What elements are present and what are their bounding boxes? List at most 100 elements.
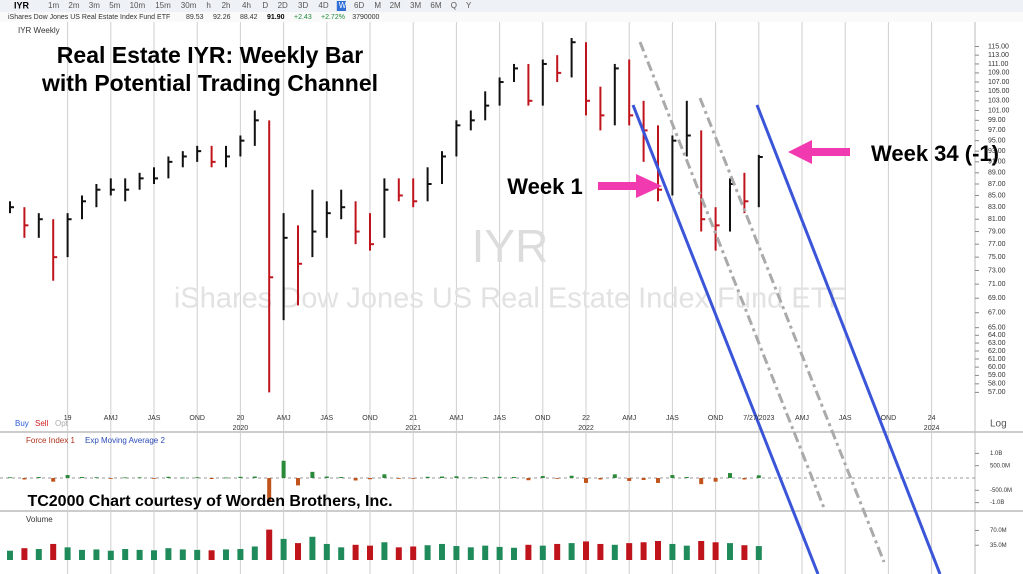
force-bar: [310, 471, 315, 478]
timeframe-button[interactable]: M: [374, 1, 381, 10]
force-bar: [584, 478, 588, 483]
volume-bar: [741, 545, 748, 560]
y-tick-label: 73.00: [988, 267, 1006, 274]
volume-bar: [669, 543, 676, 560]
timeframe-button[interactable]: D: [262, 1, 268, 10]
force-bar: [756, 475, 761, 478]
timeframe-button[interactable]: 30m: [181, 1, 197, 10]
volume-bar: [21, 548, 28, 560]
x-year-label: 2022: [578, 425, 594, 432]
volume-bar: [453, 546, 460, 560]
timeframe-button[interactable]: 5m: [109, 1, 120, 10]
force-bar: [324, 476, 329, 478]
y-tick-label: 87.00: [988, 181, 1006, 188]
indicator-label[interactable]: Exp Moving Average 2: [85, 436, 165, 445]
y-tick-label: 58.00: [988, 381, 1006, 388]
timeframe-button[interactable]: 2m: [68, 1, 79, 10]
y-tick-label: 81.00: [988, 216, 1006, 223]
volume-bar: [208, 550, 215, 560]
volume-bar: [64, 547, 71, 560]
force-bar: [742, 478, 747, 480]
y-tick-label: 109.00: [988, 70, 1010, 77]
timeframe-button[interactable]: 4D: [318, 1, 328, 10]
log-toggle[interactable]: Log: [990, 419, 1007, 430]
quote-value: +2.72%: [321, 14, 345, 21]
volume-bar: [122, 549, 129, 560]
force-bar: [396, 478, 401, 479]
timeframe-button[interactable]: 6M: [430, 1, 441, 10]
title: Real Estate IYR: Weekly Bar: [57, 42, 363, 68]
opt-button[interactable]: Opt: [55, 419, 69, 428]
title: with Potential Trading Channel: [41, 70, 378, 96]
force-bar: [80, 477, 84, 478]
volume-bar: [597, 543, 604, 560]
x-tick-label: 20: [237, 415, 245, 422]
timeframe-button[interactable]: 3M: [410, 1, 421, 10]
symbol: IYR: [14, 0, 30, 10]
force-bar: [382, 474, 387, 478]
y-tick-label: 77.00: [988, 241, 1006, 248]
y-tick-label: 95.00: [988, 137, 1006, 144]
timeframe-button[interactable]: 15m: [155, 1, 171, 10]
quote-value: 91.90: [267, 14, 285, 21]
x-tick-label: AMJ: [104, 415, 118, 422]
timeframe-button[interactable]: 3D: [298, 1, 308, 10]
x-tick-label: JAS: [148, 415, 161, 422]
timeframe-button[interactable]: Y: [466, 1, 472, 10]
y-tick-label: 113.00: [988, 52, 1009, 59]
force-bar: [612, 474, 617, 478]
volume-bar: [712, 542, 719, 560]
timeframe-button[interactable]: 2h: [222, 1, 231, 10]
timeframe-button[interactable]: 2M: [390, 1, 401, 10]
channel-midline: [638, 41, 826, 509]
panel-label: IYR Weekly: [18, 26, 60, 35]
y-tick-label: 107.00: [988, 79, 1010, 86]
arrow: [598, 182, 638, 190]
force-bar: [267, 478, 272, 502]
timeframe-button[interactable]: 6D: [354, 1, 364, 10]
credit: TC2000 Chart courtesy of Worden Brothers…: [27, 493, 392, 510]
force-bar: [627, 478, 632, 481]
volume-bar: [323, 543, 330, 560]
volume-bar: [583, 541, 589, 560]
x-tick-label: JAS: [493, 415, 506, 422]
x-year-label: 2021: [405, 425, 421, 432]
x-tick-label: JAS: [320, 415, 333, 422]
force-bar: [224, 477, 228, 479]
force-bar: [497, 476, 502, 478]
indicator-label[interactable]: Volume: [26, 515, 53, 524]
y-tick-label: -1.0B: [990, 500, 1004, 506]
volume-bar: [295, 543, 301, 560]
timeframe-button[interactable]: Q: [451, 1, 457, 10]
timeframe-button[interactable]: W: [339, 1, 347, 10]
volume-bar: [395, 547, 402, 560]
timeframe-button[interactable]: 3m: [89, 1, 100, 10]
x-tick-label: 24: [928, 415, 936, 422]
volume-bar: [93, 549, 100, 560]
sell-button[interactable]: Sell: [35, 419, 49, 428]
volume-bar: [539, 545, 546, 560]
x-tick-label: AMJ: [622, 415, 636, 422]
indicator-label[interactable]: Force Index 1: [26, 436, 75, 445]
force-bar: [152, 478, 156, 479]
force-bar: [166, 476, 171, 478]
timeframe-button[interactable]: h: [206, 1, 210, 10]
timeframe-button[interactable]: 10m: [130, 1, 146, 10]
x-tick-label: AMJ: [277, 415, 291, 422]
active-timeframe: [336, 1, 346, 11]
volume-bar: [7, 550, 13, 560]
channel-line: [631, 104, 820, 574]
quote-value: 88.42: [240, 14, 258, 21]
y-tick-label: 91.00: [988, 159, 1006, 166]
force-bar: [353, 478, 358, 481]
y-tick-label: 61.00: [988, 356, 1006, 363]
timeframe-button[interactable]: 2D: [278, 1, 288, 10]
force-bar: [65, 475, 70, 478]
x-tick-label: JAS: [666, 415, 679, 422]
force-bar: [555, 478, 560, 479]
timeframe-button[interactable]: 1m: [48, 1, 59, 10]
force-bar: [22, 478, 27, 480]
timeframe-button[interactable]: 4h: [242, 1, 251, 10]
x-tick-label: 7/27/2023: [743, 415, 774, 422]
buy-button[interactable]: Buy: [15, 419, 29, 428]
